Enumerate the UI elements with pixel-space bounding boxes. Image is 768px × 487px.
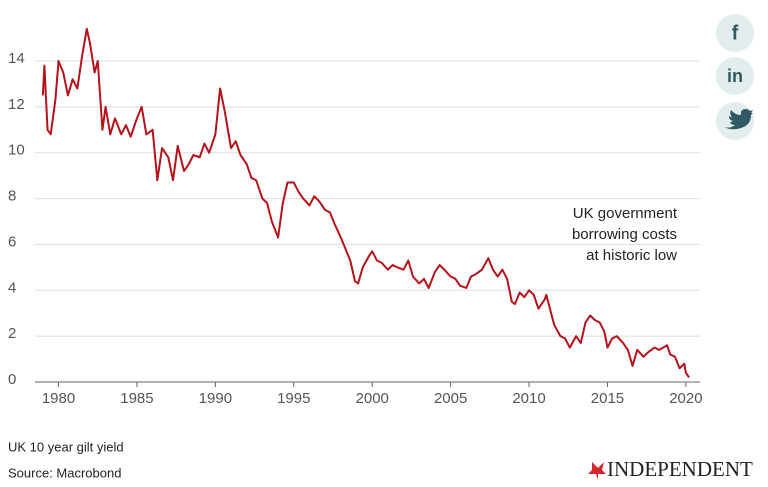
x-tick-label: 1980 (42, 390, 75, 407)
share-linkedin[interactable]: in (716, 57, 754, 95)
y-tick-label: 4 (8, 279, 16, 296)
annotation: at historic low (586, 247, 677, 264)
plot: 0 2 4 6 8 10 12 14 1980 1985 1990 1995 2000 2005 2010 2… (8, 27, 703, 407)
y-tick-label: 6 (8, 233, 16, 250)
brand-logo: INDEPENDENT (588, 457, 753, 481)
x-tick-label: 2015 (591, 390, 624, 407)
y-tick-label: 12 (8, 96, 25, 113)
share-facebook[interactable]: f (716, 14, 754, 52)
y-tick-label: 10 (8, 142, 25, 159)
x-tick-label: 1985 (120, 390, 153, 407)
caption: UK 10 year gilt yield (8, 439, 124, 454)
x-tick-label: 2020 (669, 390, 702, 407)
y-tick-label: 0 (8, 371, 16, 388)
x-tick-label: 1995 (277, 390, 310, 407)
brand-eagle (588, 462, 606, 480)
y-tick-label: 8 (8, 188, 16, 205)
share-label[interactable]: in (727, 66, 743, 86)
y-tick-label: 14 (8, 50, 25, 67)
annotation: UK government (573, 205, 678, 222)
yield-line (41, 27, 690, 378)
x-tick-label: 2005 (434, 390, 467, 407)
source: Source: Macrobond (8, 465, 121, 480)
x-tick-label: 2000 (356, 390, 389, 407)
annotation: borrowing costs (572, 226, 677, 243)
x-tick-label: 1990 (199, 390, 232, 407)
y-tick-label: 2 (8, 325, 16, 342)
share-twitter[interactable] (716, 102, 754, 140)
twitter-icon[interactable] (724, 109, 753, 130)
x-tick-label: 2010 (512, 390, 545, 407)
share-label[interactable]: f (732, 22, 739, 44)
brand-name: INDEPENDENT (607, 457, 753, 481)
